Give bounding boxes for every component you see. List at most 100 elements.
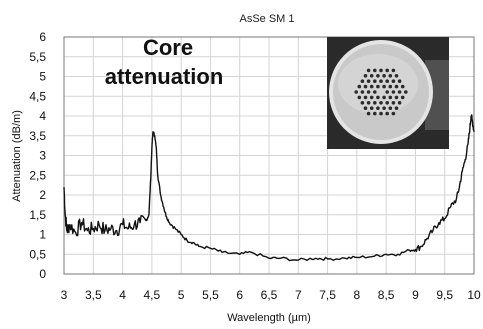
x-tick-label: 7 xyxy=(295,288,302,302)
fiber-hole xyxy=(394,74,399,78)
fiber-hole xyxy=(354,90,359,94)
x-tick-label: 7,5 xyxy=(319,288,336,302)
y-tick-label: 0,5 xyxy=(29,247,46,261)
x-tick-label: 8 xyxy=(354,288,361,302)
fiber-hole xyxy=(397,101,402,105)
fiber-hole xyxy=(404,90,408,94)
fiber-hole xyxy=(388,95,393,100)
annotation-line-2: attenuation xyxy=(105,64,224,89)
y-tick-label: 2 xyxy=(39,188,46,202)
fiber-hole xyxy=(382,84,386,89)
fiber-hole xyxy=(388,74,393,78)
fiber-hole xyxy=(385,111,390,116)
fiber-hole xyxy=(376,106,380,110)
chart-title: AsSe SM 1 xyxy=(239,13,294,25)
y-axis-label: Attenuation (dB/m) xyxy=(11,110,23,202)
y-tick-label: 5,5 xyxy=(29,50,46,64)
y-tick-label: 3 xyxy=(39,149,46,163)
fiber-hole xyxy=(360,79,365,83)
fiber-hole xyxy=(385,79,390,83)
fiber-hole xyxy=(363,84,368,89)
y-tick-label: 5 xyxy=(39,70,46,84)
plot-frame xyxy=(63,36,475,275)
fiber-hole xyxy=(385,101,390,105)
y-tick-label: 1,5 xyxy=(29,208,46,222)
x-axis-label: Wavelength (µm) xyxy=(227,312,311,324)
fiber-hole xyxy=(373,68,377,73)
y-tick-label: 4,5 xyxy=(29,89,46,103)
y-tick-label: 0 xyxy=(39,267,46,281)
fiber-hole xyxy=(397,79,402,83)
fiber-hole xyxy=(357,95,362,100)
x-tick-label: 3 xyxy=(61,288,68,302)
fiber-hole xyxy=(376,74,380,78)
fiber-hole xyxy=(366,111,371,116)
fiber-hole xyxy=(357,84,362,89)
fiber-hole xyxy=(379,111,383,116)
fiber-hole xyxy=(388,84,393,89)
fiber-hole xyxy=(391,68,396,73)
fiber-hole xyxy=(391,101,396,105)
fiber-hole-pattern xyxy=(354,68,408,116)
fiber-hole xyxy=(363,106,368,110)
fiber-hole xyxy=(369,84,374,89)
fiber-hole xyxy=(366,79,371,83)
x-tick-label: 8,5 xyxy=(378,288,395,302)
fiber-hole xyxy=(373,111,377,116)
fiber-hole xyxy=(391,90,396,94)
x-tick-label: 3,5 xyxy=(85,288,102,302)
x-tick-label: 9,5 xyxy=(436,288,453,302)
x-tick-label: 10 xyxy=(467,288,481,302)
fiber-hole xyxy=(376,95,380,100)
y-tick-labels: 0 0,5 1 1,5 2 2,5 3 3,5 4 4,5 5 5,5 6 xyxy=(29,30,46,281)
fiber-hole xyxy=(360,101,365,105)
fiber-hole xyxy=(382,74,386,78)
fiber-hole xyxy=(373,90,377,94)
fiber-hole xyxy=(382,95,386,100)
fiber-hole xyxy=(360,90,365,94)
x-tick-label: 9 xyxy=(412,288,419,302)
y-tick-label: 3,5 xyxy=(29,129,46,143)
fiber-hole xyxy=(369,74,374,78)
fiber-hole xyxy=(373,101,377,105)
y-tick-label: 4 xyxy=(39,109,46,123)
y-tick-label: 1 xyxy=(39,228,46,242)
fiber-hole xyxy=(382,106,386,110)
fiber-hole xyxy=(397,90,402,94)
fiber-hole xyxy=(369,95,374,100)
fiber-hole xyxy=(394,106,399,110)
fiber-micrograph-inset xyxy=(327,37,449,149)
fiber-hole xyxy=(385,68,390,73)
fiber-hole xyxy=(366,101,371,105)
fiber-hole xyxy=(400,95,405,100)
x-tick-label: 5,5 xyxy=(202,288,219,302)
x-tick-label: 5 xyxy=(178,288,185,302)
y-tick-label: 6 xyxy=(39,30,46,44)
fiber-hole xyxy=(379,68,383,73)
fiber-hole xyxy=(400,84,405,89)
annotation-line-1: Core xyxy=(143,35,193,60)
fiber-hole xyxy=(376,84,380,89)
fiber-hole xyxy=(366,90,371,94)
fiber-hole xyxy=(363,95,368,100)
x-tick-label: 6 xyxy=(236,288,243,302)
x-tick-label: 6,5 xyxy=(261,288,278,302)
fiber-hole xyxy=(385,90,390,94)
x-tick-label: 4,5 xyxy=(144,288,161,302)
x-tick-labels: 3 3,5 4 4,5 5 5,5 6 6,5 7 7,5 8 8,5 9 9,5 10 xyxy=(61,288,481,302)
fiber-hole xyxy=(369,106,374,110)
fiber-hole xyxy=(373,79,377,83)
fiber-hole xyxy=(379,101,383,105)
fiber-hole xyxy=(388,106,393,110)
fiber-hole xyxy=(394,84,399,89)
attenuation-series-line xyxy=(63,114,475,262)
x-tick-label: 4 xyxy=(119,288,126,302)
y-tick-label: 2,5 xyxy=(29,168,46,182)
fiber-hole xyxy=(391,79,396,83)
fiber-hole xyxy=(391,111,396,116)
fiber-hole xyxy=(394,95,399,100)
fiber-hole xyxy=(366,68,371,73)
fiber-hole xyxy=(363,74,368,78)
fiber-hole xyxy=(379,79,383,83)
